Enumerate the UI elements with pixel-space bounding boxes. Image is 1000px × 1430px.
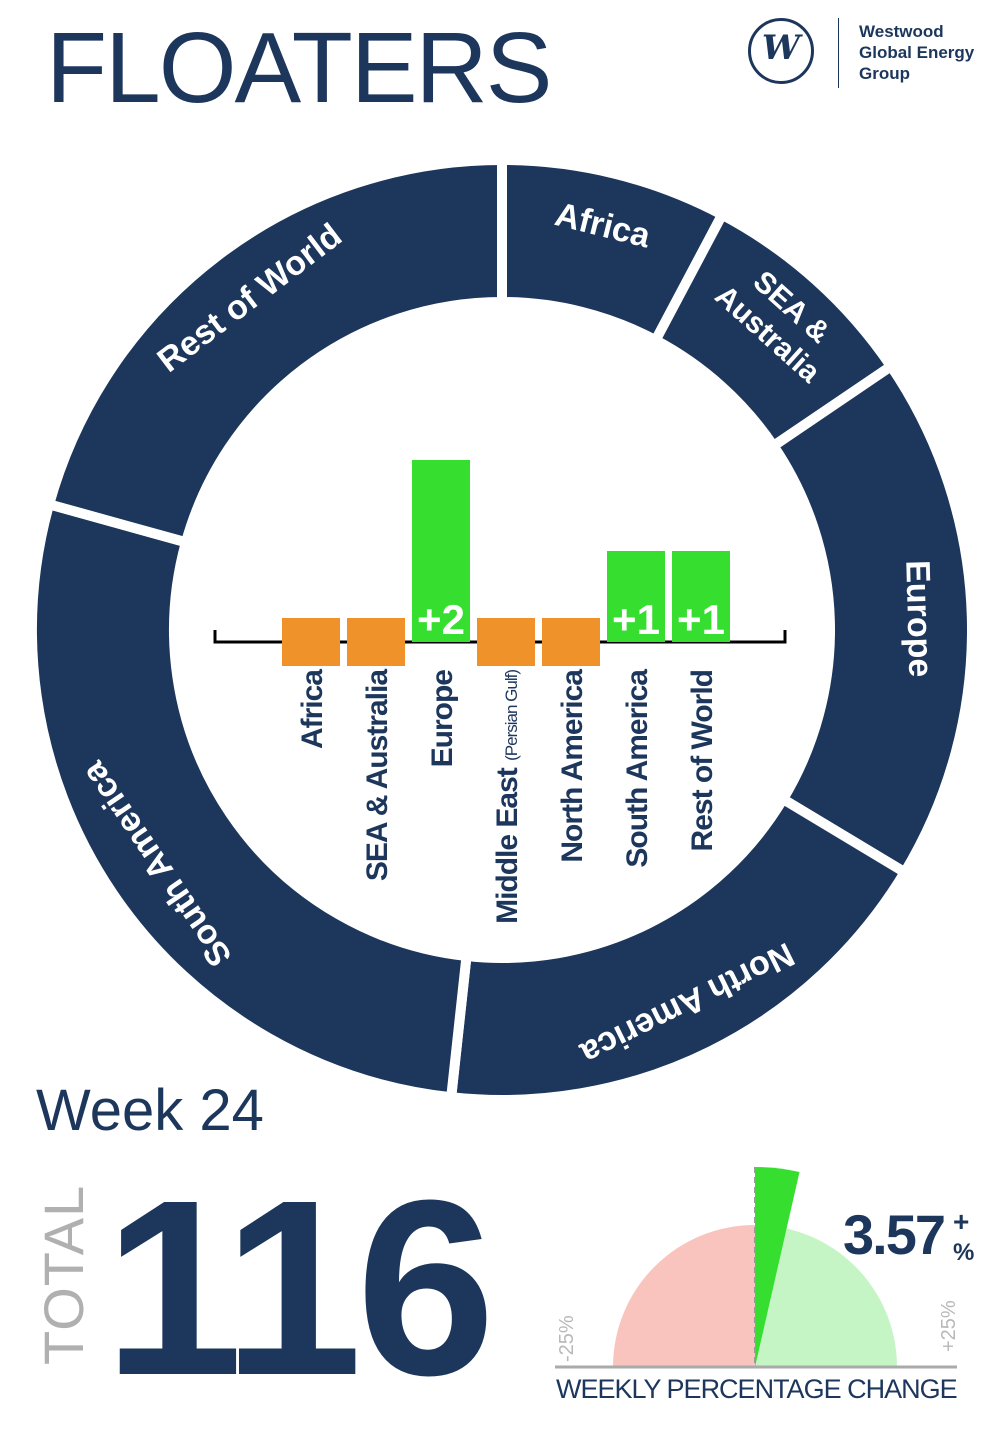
logo-mark: W (761, 28, 801, 68)
gauge-needle (755, 1167, 800, 1367)
bar (477, 618, 535, 666)
weekly-change-sign: + (953, 1206, 970, 1237)
weekly-change-unit: % (953, 1239, 975, 1266)
donut-label-group: Europe (898, 560, 939, 678)
weekly-change-value: 3.57 (843, 1203, 946, 1266)
donut-segment (42, 154, 507, 549)
week-label: Week 24 (36, 1078, 264, 1143)
bar (542, 618, 600, 666)
bar-category-label: Africa (296, 669, 329, 749)
gauge-caption: WEEKLY PERCENTAGE CHANGE (556, 1374, 958, 1404)
bar-category-label: Rest of World (686, 670, 719, 851)
gauge-max-label: +25% (938, 1300, 960, 1352)
bar (347, 618, 405, 666)
bar-data-label: +1 (677, 596, 725, 643)
logo-line: Group (859, 64, 910, 83)
gauge-min-label: -25% (556, 1315, 578, 1362)
donut-segment (766, 359, 977, 880)
bar (607, 551, 665, 642)
gauge-negative-half (613, 1225, 755, 1367)
bar (282, 618, 340, 666)
logo-circle-icon (748, 18, 814, 84)
bar-category-label: Middle East (Persian Gulf) (491, 670, 524, 924)
bar-data-label: +2 (417, 596, 465, 643)
logo-line: Westwood (859, 22, 944, 41)
page-title: FLOATERS (46, 12, 552, 124)
bar-data-label: +1 (612, 596, 660, 643)
bar-category-label: North America (556, 669, 589, 863)
bar-category-label: Europe (426, 670, 459, 768)
total-label: TOTAL (32, 1184, 95, 1365)
donut-segment (27, 498, 473, 1103)
bar-category-label: SEA & Australia (361, 669, 394, 881)
logo-text: Westwood Global Energy Group (859, 21, 974, 84)
bar-category-note: (Persian Gulf) (502, 670, 521, 761)
bar (412, 460, 470, 642)
bar-category-name: Middle East (491, 761, 524, 924)
westwood-logo: W Westwood Global Energy Group (748, 18, 998, 90)
bar (672, 551, 730, 642)
logo-divider (838, 18, 839, 88)
donut-label: Europe (898, 560, 939, 678)
logo-line: Global Energy (859, 43, 975, 62)
bar-category-label: South America (621, 669, 654, 868)
donut-segment (445, 792, 912, 1105)
gauge-positive-half (755, 1225, 897, 1367)
total-value: 116 (104, 1148, 495, 1427)
